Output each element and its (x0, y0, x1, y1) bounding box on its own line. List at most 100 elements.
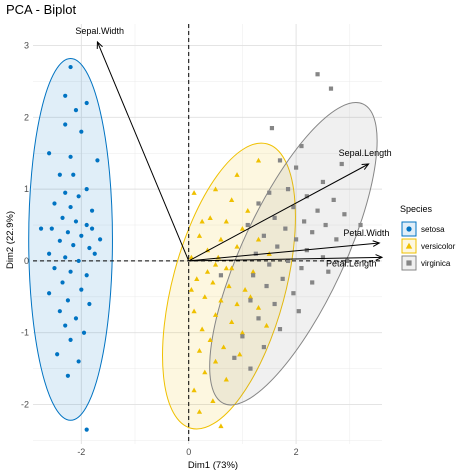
versicolor-point (191, 387, 197, 393)
setosa-point (87, 301, 92, 307)
virginica-point (296, 309, 301, 314)
versicolor-point (229, 265, 235, 271)
x-axis-ticks: -2 0 2 (77, 447, 298, 457)
versicolor-point (237, 351, 243, 357)
virginica-point (291, 204, 296, 210)
setosa-point (92, 251, 97, 256)
virginica-point (275, 244, 280, 249)
versicolor-point (210, 279, 216, 285)
virginica-point (334, 237, 339, 242)
variable-label: Petal.Width (343, 228, 389, 238)
setosa-point (84, 187, 89, 192)
setosa-point (79, 233, 84, 238)
versicolor-point (191, 308, 197, 314)
setosa-point (49, 226, 54, 231)
y-tick-label: 1 (24, 184, 29, 194)
setosa-point (89, 226, 95, 231)
versicolor-point (204, 269, 211, 274)
versicolor-point (234, 301, 240, 307)
versicolor-point (196, 409, 203, 414)
virginica-point (267, 262, 272, 267)
virginica-point (310, 280, 315, 285)
virginica-ellipse (209, 102, 378, 406)
setosa-point (38, 226, 44, 231)
data-points (38, 64, 363, 432)
virginica-point (232, 355, 237, 360)
setosa-point (68, 204, 73, 210)
setosa-ellipse (28, 57, 113, 421)
virginica-point (328, 86, 334, 91)
versicolor-point (255, 236, 262, 242)
plot-panel (33, 24, 382, 444)
variable-label: Sepal.Width (75, 26, 124, 36)
versicolor-point (212, 312, 219, 317)
zero-lines (33, 24, 382, 444)
versicolor-point (229, 197, 235, 202)
virginica-point (256, 316, 261, 321)
versicolor-point (239, 225, 246, 231)
virginica-point (256, 201, 261, 206)
x-tick-label: -2 (77, 447, 85, 457)
versicolor-point (191, 190, 197, 195)
virginica-point (358, 222, 363, 228)
setosa-point (68, 337, 73, 342)
y-tick-label: 2 (24, 112, 29, 122)
setosa-point (84, 222, 89, 228)
versicolor-point (207, 337, 213, 342)
setosa-point (47, 251, 52, 256)
virginica-point (248, 298, 253, 303)
versicolor-point (212, 358, 219, 364)
versicolor-point (207, 215, 213, 220)
y-tick-label: -2 (21, 400, 29, 410)
setosa-point (76, 359, 81, 364)
virginica-point (342, 212, 347, 217)
virginica-point (310, 230, 315, 235)
setosa-point (65, 373, 70, 378)
setosa-point (57, 238, 62, 243)
versicolor-point (242, 287, 248, 292)
versicolor-point (220, 344, 227, 350)
versicolor-point (255, 157, 262, 163)
virginica-point (323, 222, 328, 228)
virginica-point (269, 126, 275, 131)
setosa-point (98, 237, 103, 242)
setosa-point (76, 194, 81, 199)
versicolor-point (245, 208, 251, 213)
variable-label: Petal.Length (326, 258, 377, 268)
y-tick-label: 3 (24, 41, 29, 51)
arrow-head (372, 240, 381, 247)
setosa-point (47, 291, 52, 296)
setosa-point (47, 151, 52, 156)
versicolor-point (202, 369, 208, 375)
virginica-point (264, 283, 269, 289)
virginica-point (315, 72, 320, 77)
virginica-point (293, 237, 299, 242)
y-axis-ticks: -2 -1 0 1 2 3 (21, 41, 29, 410)
legend-label-setosa: setosa (421, 225, 445, 234)
setosa-point (65, 230, 70, 235)
y-tick-label: -1 (21, 328, 29, 338)
setosa-point (81, 330, 87, 335)
legend-label-versicolor: versicolor (421, 242, 456, 251)
setosa-point (68, 269, 73, 274)
arrow-head (375, 254, 384, 261)
x-axis-title: Dim1 (73%) (188, 460, 238, 471)
virginica-point (261, 344, 266, 350)
setosa-point (76, 258, 81, 264)
legend-marker-versicolor (405, 242, 413, 249)
versicolor-point (263, 322, 270, 328)
arrow-sepal-length (188, 163, 369, 262)
arrow-sepal-width (96, 41, 190, 262)
virginica-point (291, 291, 296, 296)
setosa-point (68, 154, 73, 159)
virginica-point (339, 161, 344, 167)
setosa-point (79, 129, 84, 134)
setosa-point (52, 266, 57, 271)
versicolor-point (218, 297, 224, 303)
virginica-point (251, 273, 256, 278)
virginica-point (285, 258, 291, 264)
y-axis-title: Dim2 (22.9%) (5, 211, 16, 269)
variable-label: Sepal.Length (339, 148, 392, 158)
virginica-point (304, 194, 309, 199)
versicolor-point (226, 283, 232, 289)
